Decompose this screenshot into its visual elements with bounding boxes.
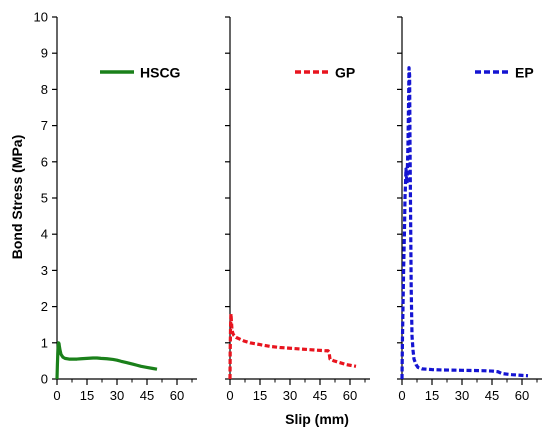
y-tick-label: 5	[41, 191, 48, 206]
y-tick-label: 0	[41, 372, 48, 387]
x-tick-label: 0	[398, 388, 405, 403]
x-tick-label: 45	[485, 388, 499, 403]
y-tick-label: 4	[41, 227, 48, 242]
x-axis-title: Slip (mm)	[285, 411, 349, 427]
x-tick-label: 30	[455, 388, 469, 403]
x-tick-label: 60	[515, 388, 529, 403]
x-tick-label: 60	[170, 388, 184, 403]
legend-label-hscg: HSCG	[140, 65, 181, 81]
y-tick-label: 8	[41, 82, 48, 97]
series-line-hscg	[55, 341, 158, 380]
series-line-gp	[228, 312, 357, 380]
y-axis-title: Bond Stress (MPa)	[9, 135, 25, 259]
x-tick-label: 60	[343, 388, 357, 403]
x-tick-label: 45	[140, 388, 154, 403]
legend-label-ep: EP	[515, 65, 534, 81]
x-tick-label: 15	[80, 388, 94, 403]
x-tick-label: 45	[313, 388, 327, 403]
legend-layer: HSCG GP EP	[100, 65, 534, 81]
x-tick-label: 0	[226, 388, 233, 403]
y-tick-label: 1	[41, 335, 48, 350]
y-tick-label: 7	[41, 118, 48, 133]
x-tick-label: 30	[283, 388, 297, 403]
data-layer	[55, 66, 529, 380]
y-tick-label: 9	[41, 46, 48, 61]
legend-label-gp: GP	[335, 65, 355, 81]
y-tick-label: 6	[41, 154, 48, 169]
y-tick-label: 2	[41, 299, 48, 314]
y-tick-label: 3	[41, 263, 48, 278]
x-tick-label: 15	[253, 388, 267, 403]
x-tick-label: 30	[110, 388, 124, 403]
series-line-ep	[400, 66, 529, 380]
x-tick-label: 15	[425, 388, 439, 403]
x-tick-label: 0	[53, 388, 60, 403]
y-tick-label: 10	[34, 10, 48, 25]
